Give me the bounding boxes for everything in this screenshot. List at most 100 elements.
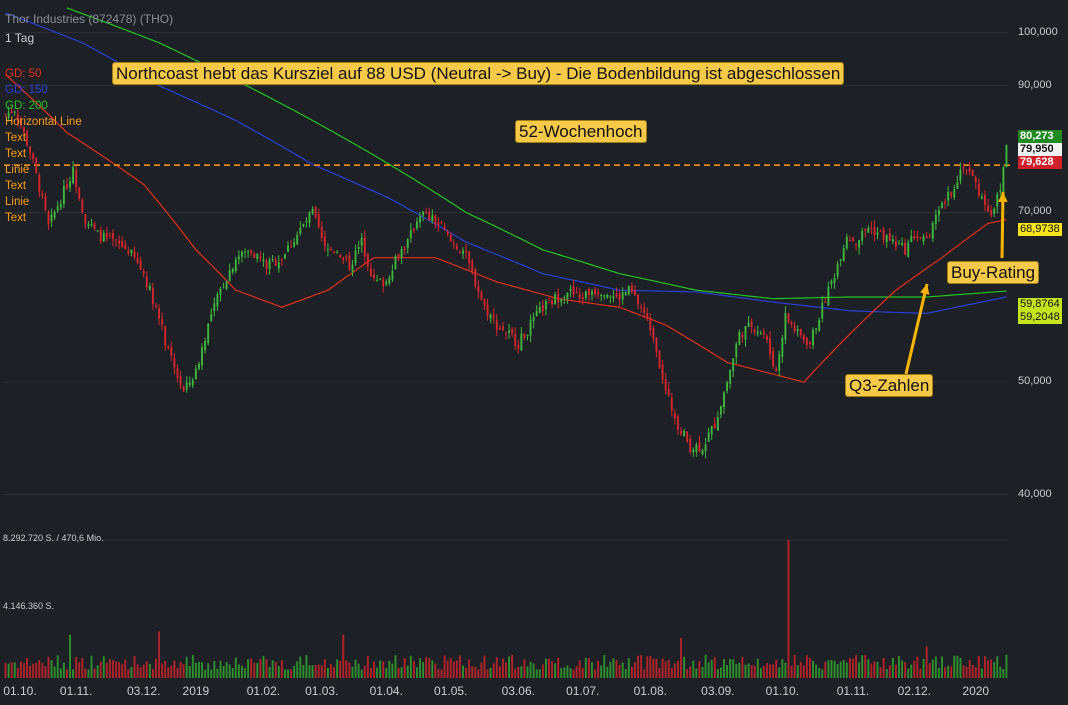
volume-bar [7, 663, 10, 678]
volume-bar [194, 662, 197, 678]
candle [944, 198, 947, 209]
candle [363, 230, 366, 264]
volume-bar [382, 661, 385, 678]
candle [262, 252, 265, 267]
candle [26, 129, 28, 147]
candle [216, 291, 219, 311]
candle [818, 317, 821, 333]
volume-bar [72, 669, 75, 678]
volume-bar [56, 655, 59, 678]
candle [643, 302, 646, 319]
volume-bar [904, 662, 907, 678]
candle [759, 330, 762, 336]
volume-bar [729, 658, 732, 678]
candle [155, 302, 157, 309]
candle [330, 246, 332, 252]
candle [388, 275, 391, 286]
y-tick-label: 70,000 [1018, 205, 1052, 218]
candle [996, 191, 999, 214]
volume-bar [330, 664, 332, 678]
candle [148, 282, 151, 292]
candle [984, 190, 986, 212]
candle [987, 198, 989, 212]
legend-entry: Text [5, 132, 27, 144]
candle [489, 313, 492, 324]
candle [624, 291, 627, 297]
candle [729, 369, 732, 389]
candle [744, 325, 747, 347]
volume-bar [259, 659, 262, 678]
candle [339, 253, 342, 259]
volume-bar [686, 669, 689, 678]
volume-bar [240, 665, 243, 678]
candle [520, 327, 523, 351]
volume-bar [750, 665, 753, 678]
volume-bar [627, 658, 630, 678]
volume-bar [250, 658, 253, 678]
volume-bar [738, 663, 741, 678]
candle [977, 178, 980, 198]
volume-bar [624, 668, 627, 678]
candle [495, 313, 498, 337]
volume-bar [710, 659, 713, 678]
candle [16, 107, 19, 128]
candle [385, 279, 388, 287]
volume-bar [658, 667, 661, 678]
volume-bar [833, 660, 836, 678]
volume-bar [354, 659, 357, 678]
volume-bar [247, 659, 250, 678]
volume-bar [618, 664, 621, 678]
volume-bar [557, 657, 560, 678]
candle [222, 282, 225, 289]
volume-bar [480, 662, 483, 678]
volume-bar [406, 665, 409, 678]
volume-bar [293, 665, 296, 678]
volume-bar [452, 661, 455, 678]
volume-bar [422, 662, 425, 678]
arrow [904, 283, 930, 375]
volume-bar [268, 667, 271, 678]
volume-bar [23, 663, 25, 678]
candle [535, 305, 538, 317]
volume-bar [471, 666, 474, 678]
candle [723, 391, 725, 414]
candle [630, 282, 633, 294]
volume-bar [913, 660, 916, 678]
volume-bar [615, 659, 618, 678]
volume-bar [809, 657, 811, 678]
candle [35, 157, 38, 175]
gd50-line [5, 74, 1007, 383]
volume-bar [96, 665, 99, 678]
volume-bar [501, 658, 504, 678]
legend-entry: Linie [5, 196, 30, 208]
candle [941, 200, 943, 209]
candle [348, 251, 351, 272]
gd150-line [5, 12, 1007, 315]
volume-bar [842, 660, 845, 678]
candle [554, 291, 557, 305]
volume-bar [990, 659, 993, 678]
candle [652, 325, 655, 344]
volume-bar [4, 663, 7, 678]
candle [483, 298, 486, 311]
volume-bar [959, 657, 962, 678]
candle [406, 238, 409, 254]
candle [916, 230, 919, 242]
candle [102, 230, 105, 242]
volume-bar [575, 666, 578, 678]
volume-bar [188, 665, 191, 678]
volume-bar [876, 661, 879, 678]
candle [360, 233, 363, 253]
volume-bar [151, 669, 154, 678]
legend-entry: GD: 50 [5, 68, 42, 80]
volume-bar [830, 660, 833, 678]
candle [667, 382, 670, 397]
candle [621, 287, 624, 305]
candle [747, 315, 750, 327]
candle [53, 209, 56, 220]
volume-bar [670, 668, 673, 678]
candle [105, 226, 108, 243]
candle [492, 308, 495, 325]
candle [409, 223, 412, 243]
candle [47, 210, 50, 230]
